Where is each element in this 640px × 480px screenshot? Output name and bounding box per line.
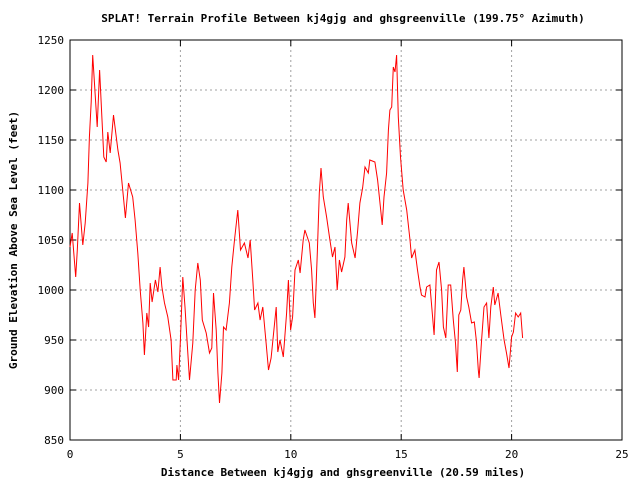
x-tick-label: 0 <box>67 448 74 461</box>
y-tick-label: 1200 <box>38 84 65 97</box>
y-tick-label: 850 <box>44 434 64 447</box>
chart-title: SPLAT! Terrain Profile Between kj4gjg an… <box>101 12 584 25</box>
plot-frame <box>69 39 623 441</box>
axis-ticks: 850 900 950 1000 1050 1100 1150 1200 1250 0 5 10 15 2… <box>38 34 629 461</box>
x-tick-label: 25 <box>615 448 628 461</box>
y-tick-label: 900 <box>44 384 64 397</box>
x-axis-label: Distance Between kj4gjg and ghsgreenvill… <box>161 466 525 479</box>
x-tick-label: 5 <box>177 448 184 461</box>
y-tick-label: 1150 <box>38 134 65 147</box>
x-tick-label: 15 <box>395 448 408 461</box>
y-tick-label: 1250 <box>38 34 65 47</box>
x-tick-label: 20 <box>505 448 518 461</box>
y-tick-label: 1050 <box>38 234 65 247</box>
y-axis-label: Ground Elevation Above Sea Level (feet) <box>7 111 20 369</box>
y-tick-label: 950 <box>44 334 64 347</box>
terrain-line <box>69 54 524 404</box>
y-tick-label: 1000 <box>38 284 65 297</box>
y-tick-label: 1100 <box>38 184 65 197</box>
x-tick-label: 10 <box>284 448 297 461</box>
